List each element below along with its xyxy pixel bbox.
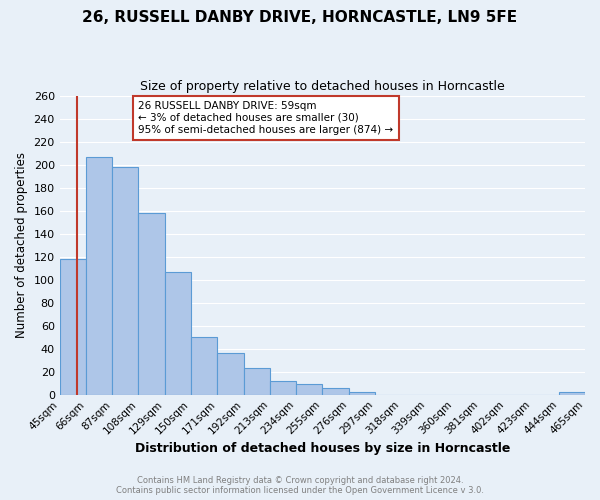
Y-axis label: Number of detached properties: Number of detached properties	[15, 152, 28, 338]
Bar	[86, 156, 112, 394]
Text: 26, RUSSELL DANBY DRIVE, HORNCASTLE, LN9 5FE: 26, RUSSELL DANBY DRIVE, HORNCASTLE, LN9…	[82, 10, 518, 25]
X-axis label: Distribution of detached houses by size in Horncastle: Distribution of detached houses by size …	[134, 442, 510, 455]
Title: Size of property relative to detached houses in Horncastle: Size of property relative to detached ho…	[140, 80, 505, 93]
Bar	[217, 354, 244, 395]
Bar	[139, 213, 165, 394]
Bar	[559, 392, 585, 394]
Bar	[349, 392, 375, 394]
Bar	[112, 167, 139, 394]
Text: Contains HM Land Registry data © Crown copyright and database right 2024.
Contai: Contains HM Land Registry data © Crown c…	[116, 476, 484, 495]
Bar	[191, 337, 217, 394]
Bar	[165, 272, 191, 394]
Text: 26 RUSSELL DANBY DRIVE: 59sqm
← 3% of detached houses are smaller (30)
95% of se: 26 RUSSELL DANBY DRIVE: 59sqm ← 3% of de…	[139, 102, 394, 134]
Bar	[270, 381, 296, 394]
Bar	[296, 384, 322, 394]
Bar	[244, 368, 270, 394]
Bar	[59, 259, 86, 394]
Bar	[322, 388, 349, 394]
